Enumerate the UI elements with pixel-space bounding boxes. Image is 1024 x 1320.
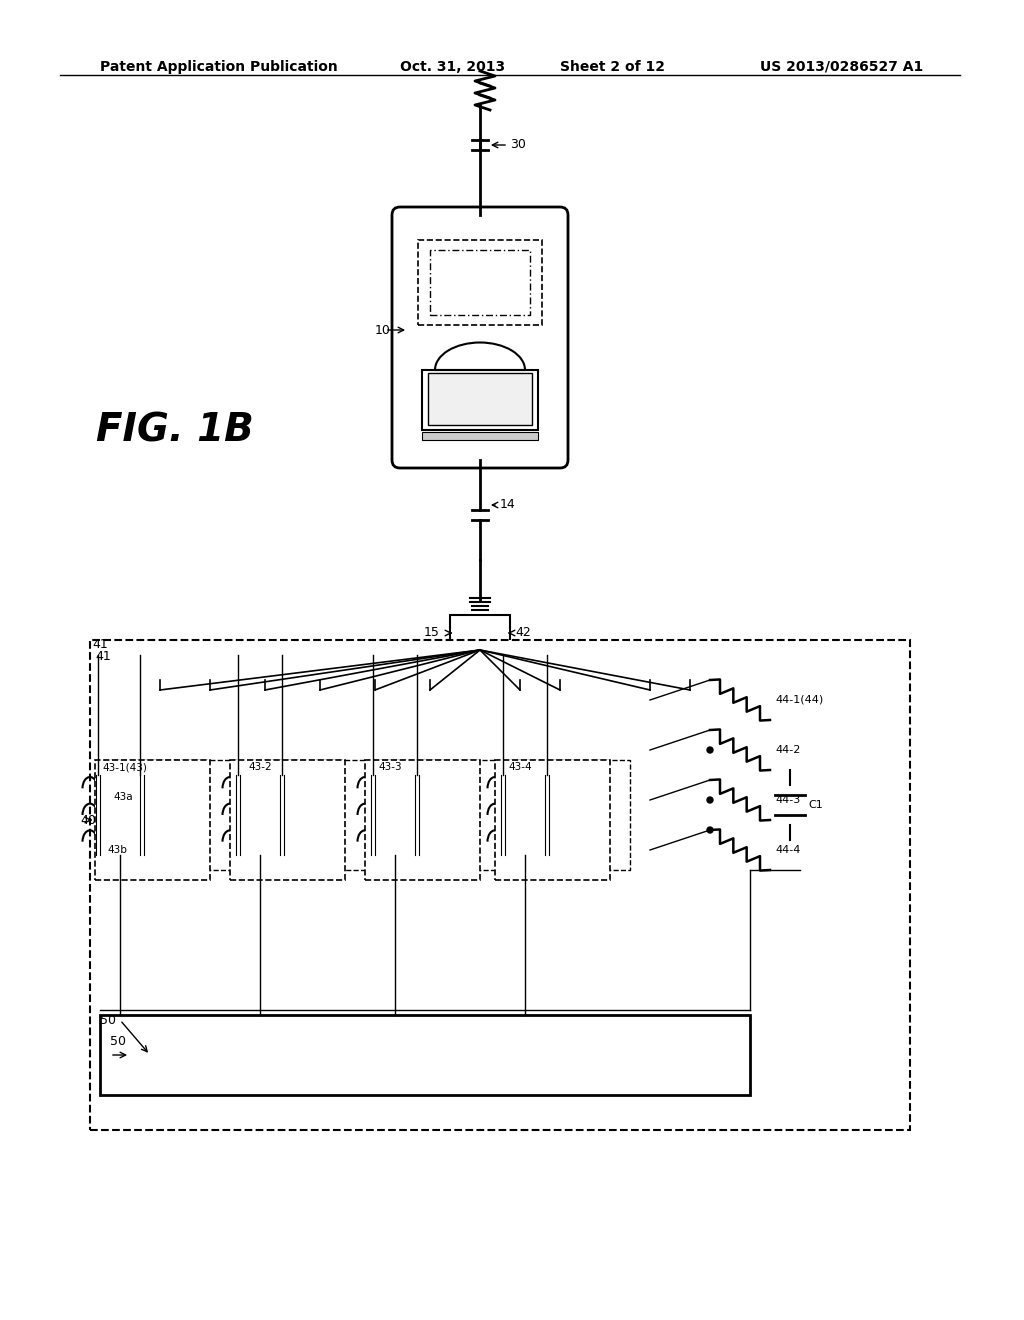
Text: FIG. 1B: FIG. 1B (96, 411, 254, 449)
Bar (422, 432, 538, 440)
Text: 44-3: 44-3 (775, 795, 800, 805)
Text: 43-1(43): 43-1(43) (102, 762, 146, 772)
Bar (90, 640, 910, 1130)
Text: 41: 41 (95, 649, 111, 663)
Text: 43-4: 43-4 (508, 762, 531, 772)
Bar (422, 370, 538, 430)
Text: 43a: 43a (113, 792, 133, 803)
Text: 43b: 43b (106, 845, 127, 855)
Text: 30: 30 (510, 139, 526, 152)
Bar (428, 374, 532, 425)
Bar (380, 760, 500, 870)
Text: Patent Application Publication: Patent Application Publication (100, 59, 338, 74)
Text: 14: 14 (500, 499, 516, 511)
Bar (418, 240, 542, 325)
Text: 44-1(44): 44-1(44) (775, 696, 823, 705)
Text: Oct. 31, 2013: Oct. 31, 2013 (400, 59, 505, 74)
Text: US 2013/0286527 A1: US 2013/0286527 A1 (760, 59, 924, 74)
Bar (495, 760, 610, 880)
Text: Sheet 2 of 12: Sheet 2 of 12 (560, 59, 665, 74)
Text: 44-2: 44-2 (775, 744, 801, 755)
Circle shape (707, 828, 713, 833)
Text: 43-3: 43-3 (378, 762, 401, 772)
Text: 41: 41 (92, 639, 108, 652)
Text: 44-4: 44-4 (775, 845, 801, 855)
Text: C1: C1 (808, 800, 822, 810)
Circle shape (707, 747, 713, 752)
Bar (450, 615, 510, 649)
Text: 40: 40 (80, 813, 96, 826)
Bar (230, 760, 345, 880)
Text: 50: 50 (100, 1014, 116, 1027)
FancyBboxPatch shape (392, 207, 568, 469)
Text: 15: 15 (424, 627, 440, 639)
Bar (365, 760, 480, 880)
Bar (110, 760, 240, 870)
Text: 10: 10 (375, 323, 391, 337)
Circle shape (707, 797, 713, 803)
Bar (430, 249, 530, 315)
Bar (510, 760, 630, 870)
Bar (95, 760, 210, 880)
Bar (100, 1015, 750, 1096)
Bar (250, 760, 370, 870)
Text: 42: 42 (515, 627, 530, 639)
Text: 43-2: 43-2 (248, 762, 271, 772)
Text: 50: 50 (110, 1035, 126, 1048)
